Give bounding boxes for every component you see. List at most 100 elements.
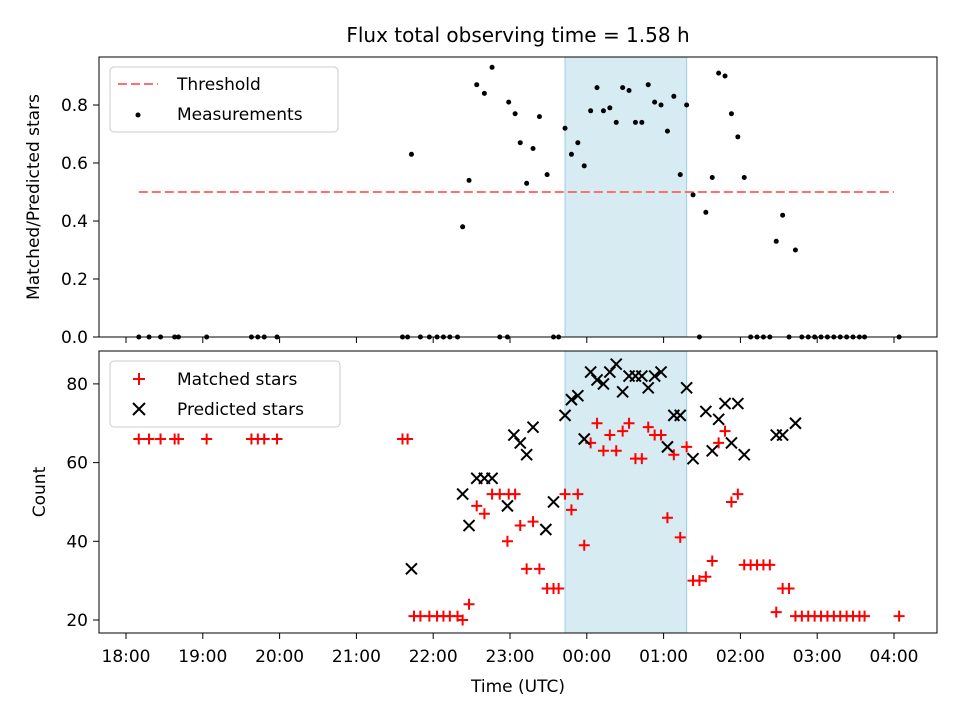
predicted-star-point: [520, 448, 533, 461]
predicted-star-point: [610, 358, 623, 371]
measurement-point: [594, 85, 600, 91]
predicted-star-point: [507, 428, 521, 442]
measurement-points: [136, 64, 902, 340]
bottom-y-axis-label: Count: [30, 466, 50, 517]
top-y-ticks: 0.0 0.2 0.4 0.6 0.8: [61, 96, 99, 348]
predicted-star-point: [661, 440, 674, 454]
predicted-star-point: [642, 381, 655, 395]
bottom-legend-box: [109, 360, 341, 428]
measurement-point: [741, 175, 747, 180]
measurement-point: [408, 151, 414, 157]
measurement-point: [709, 175, 715, 180]
matched-star-point: [533, 563, 545, 575]
top-y-axis-label: Matched/Predicted stars: [24, 94, 44, 300]
matched-star-point: [578, 539, 590, 551]
predicted-star-point: [654, 365, 668, 379]
predicted-star-point: [718, 397, 732, 410]
predicted-star-point: [616, 385, 629, 398]
bottom-legend: Matched stars Predicted stars: [109, 360, 341, 428]
predicted-star-point: [547, 495, 560, 509]
measurement-point: [460, 224, 466, 230]
y-tick-label: 60: [66, 454, 88, 474]
predicted-star-point: [686, 452, 700, 465]
y-tick-label: 80: [66, 375, 88, 395]
predicted-star-point: [571, 389, 585, 402]
x-tick-label: 21:00: [332, 647, 381, 667]
matched-star-point: [521, 563, 533, 575]
top-legend: Threshold Measurements: [109, 66, 339, 133]
matched-star-point: [559, 488, 571, 500]
predicted-star-point: [597, 377, 610, 391]
measurement-point: [517, 140, 523, 146]
x-tick-label: 23:00: [486, 647, 535, 667]
measurement-point: [512, 111, 518, 117]
matched-star-point: [463, 598, 475, 610]
matched-star-point: [501, 535, 513, 547]
matched-star-point: [859, 610, 871, 622]
predicted-star-point: [706, 444, 719, 458]
measurement-point: [658, 102, 664, 108]
measurement-point: [773, 238, 779, 244]
matched-star-point: [133, 433, 145, 445]
measurement-point: [600, 108, 606, 114]
predicted-star-point: [514, 436, 527, 450]
matched-star-point: [527, 516, 539, 528]
top-legend-box: [109, 66, 339, 133]
top-panel: 0.0 0.2 0.4 0.6 0.8 Flux total observing tim…: [24, 23, 938, 348]
predicted-star-point: [584, 365, 597, 379]
measurement-point: [626, 88, 632, 93]
measurement-point: [562, 125, 568, 131]
measurement-point: [722, 73, 728, 79]
measurement-point: [620, 85, 626, 91]
legend-matched-swatch: [133, 373, 145, 385]
measurement-point: [780, 212, 786, 218]
measurement-point: [703, 209, 709, 215]
matched-star-point: [597, 445, 609, 457]
measurement-point: [536, 114, 542, 120]
matched-star-point: [693, 575, 705, 587]
predicted-star-point: [674, 409, 687, 422]
legend-matched-label: Matched stars: [177, 370, 297, 390]
measurement-point: [728, 111, 734, 117]
measurement-point: [544, 172, 550, 178]
matched-star-point: [706, 555, 718, 567]
matched-star-point: [514, 520, 526, 532]
predicted-star-point: [485, 472, 499, 485]
matched-star-point: [271, 433, 283, 445]
measurement-point: [716, 70, 722, 76]
predicted-star-point: [648, 369, 661, 383]
measurement-point: [607, 105, 613, 111]
legend-measurements-swatch: [135, 112, 141, 118]
legend-measurements-label: Measurements: [177, 105, 303, 125]
y-tick-label: 0.6: [61, 154, 88, 174]
top-chart-title: Flux total observing time = 1.58 h: [346, 23, 689, 47]
top-x-ticks: [125, 337, 895, 343]
matched-star-point: [674, 531, 686, 543]
measurement-point: [671, 93, 677, 99]
measurement-point: [568, 151, 574, 157]
measurement-point: [690, 192, 696, 198]
predicted-star-point: [590, 373, 604, 387]
matched-star-point: [783, 583, 795, 595]
matched-star-point: [893, 610, 905, 622]
measurement-point: [664, 128, 670, 134]
predicted-star-point: [789, 417, 802, 430]
y-tick-label: 0.0: [61, 328, 88, 348]
matched-star-point: [604, 429, 616, 441]
matched-star-point: [623, 417, 635, 429]
measurement-point: [575, 140, 581, 146]
matched-star-point: [402, 433, 414, 445]
measurement-point: [466, 177, 472, 183]
predicted-star-point: [456, 487, 469, 501]
x-tick-label: 04:00: [870, 647, 919, 667]
matched-star-point: [143, 433, 155, 445]
matched-star-point: [681, 441, 693, 453]
matched-star-point: [732, 488, 744, 500]
legend-threshold-label: Threshold: [176, 75, 261, 95]
legend-predicted-swatch: [132, 402, 146, 416]
predicted-star-point: [731, 397, 745, 410]
measurement-point: [489, 64, 495, 70]
predicted-star-point: [680, 381, 693, 395]
y-tick-label: 0.4: [61, 212, 88, 232]
